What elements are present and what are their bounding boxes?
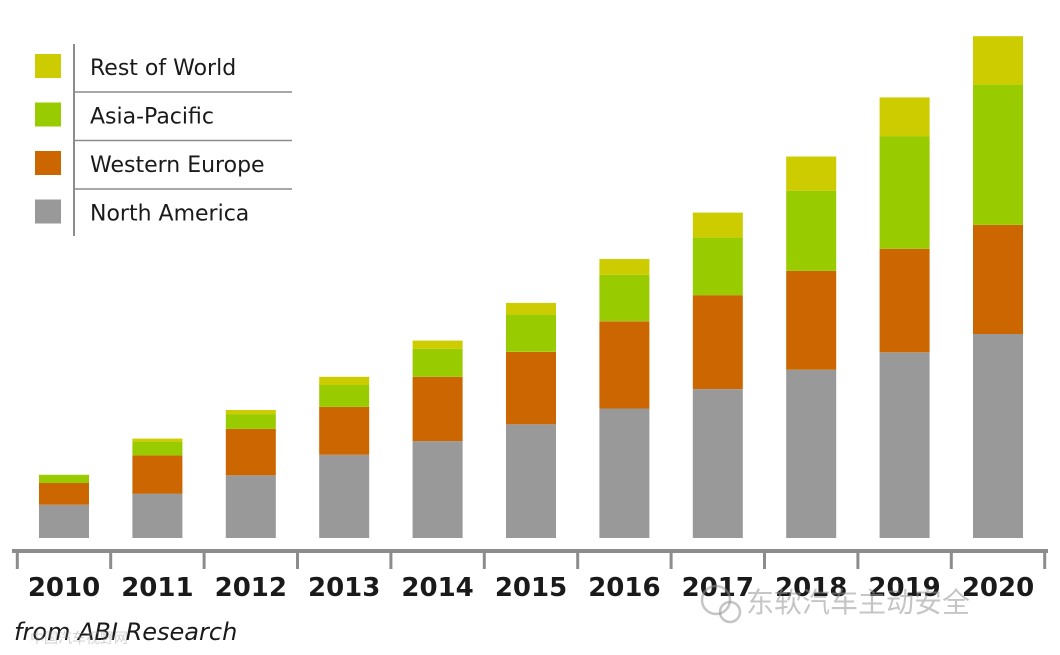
source-note: from ABI Research: [14, 618, 237, 646]
bar-2019-north-america: [879, 352, 930, 538]
bar-2016-rest-of-world: [599, 259, 650, 275]
x-tick-label-2012: 2012: [215, 573, 287, 603]
bar-2020-north-america: [973, 334, 1023, 538]
legend-label-rest-of-world: Rest of World: [90, 56, 236, 81]
legend: Rest of World Asia-Pacific Western Europe N…: [35, 44, 292, 236]
bar-2015-north-america: [506, 424, 556, 538]
bar-2013-asia-pacific: [319, 385, 370, 407]
bar-2012-rest-of-world: [225, 410, 276, 415]
bar-2015-western-europe: [506, 351, 556, 425]
legend-label-asia-pacific: Asia-Pacific: [90, 105, 214, 130]
x-tick-label-2010: 2010: [28, 573, 100, 603]
watermark-small-text: 中国汽车视野网: [30, 630, 128, 647]
bar-2020-rest-of-world: [973, 36, 1023, 85]
bar-2011-rest-of-world: [132, 438, 183, 442]
legend-item-rest-of-world: Rest of World: [35, 54, 292, 93]
watermark-text: 东软汽车主动安全: [746, 586, 970, 619]
bars-layer: [39, 36, 1023, 538]
x-tick-label-2018: 2018: [775, 573, 847, 603]
legend-item-western-europe: Western Europe: [35, 151, 292, 190]
bar-2014-rest-of-world: [412, 340, 463, 349]
watermark: 东软汽车主动安全 中国汽车视野网: [30, 584, 970, 647]
x-axis: 2010 2011 2012 2013 2014 2015 2016 2017 2018 2019…: [12, 549, 1048, 603]
bar-2018-rest-of-world: [786, 156, 837, 191]
bar-2018-asia-pacific: [786, 190, 837, 271]
legend-swatch-north-america: [35, 199, 61, 224]
x-tick-label-2019: 2019: [868, 573, 940, 603]
bar-2019-asia-pacific: [879, 136, 930, 249]
bar-2019-western-europe: [879, 248, 930, 353]
bar-2020-western-europe: [973, 224, 1023, 334]
x-tick-label-2017: 2017: [682, 573, 754, 603]
bar-2016-north-america: [599, 408, 650, 538]
bar-2010-north-america: [39, 504, 89, 538]
bar-2018-western-europe: [786, 270, 837, 370]
wechat-icon: [700, 584, 742, 624]
bar-2017-rest-of-world: [692, 212, 743, 238]
bar-2011-western-europe: [132, 455, 183, 494]
bar-2013-western-europe: [319, 406, 370, 455]
bar-2014-asia-pacific: [412, 348, 463, 377]
bar-2014-north-america: [412, 441, 463, 538]
bar-2016-western-europe: [599, 321, 650, 409]
bar-2012-north-america: [225, 475, 276, 538]
x-tick-label-2014: 2014: [401, 573, 473, 603]
bar-2017-asia-pacific: [692, 237, 743, 296]
legend-swatch-asia-pacific: [35, 102, 61, 127]
bar-2010-western-europe: [39, 482, 89, 505]
legend-item-asia-pacific: Asia-Pacific: [35, 102, 292, 142]
bar-2018-north-america: [786, 369, 837, 538]
bar-2020-asia-pacific: [973, 84, 1023, 225]
bar-2017-north-america: [692, 389, 743, 538]
legend-label-western-europe: Western Europe: [90, 153, 265, 178]
x-tick-label-2011: 2011: [121, 573, 193, 603]
x-tick-label-2020: 2020: [962, 573, 1034, 603]
bar-2014-western-europe: [412, 376, 463, 442]
bar-2015-asia-pacific: [506, 314, 556, 352]
bar-2011-asia-pacific: [132, 441, 183, 456]
x-tick-label-2015: 2015: [495, 573, 567, 603]
bar-2011-north-america: [132, 493, 183, 538]
x-tick-label-2016: 2016: [588, 573, 660, 603]
bar-2015-rest-of-world: [506, 302, 556, 315]
bar-2017-western-europe: [692, 295, 743, 389]
legend-swatch-western-europe: [35, 151, 61, 175]
bar-2013-north-america: [319, 454, 370, 538]
legend-label-north-america: North America: [90, 202, 249, 227]
x-tick-label-2013: 2013: [308, 573, 380, 603]
bar-2010-asia-pacific: [39, 474, 89, 483]
bar-2013-rest-of-world: [319, 376, 370, 385]
bar-2016-asia-pacific: [599, 274, 650, 322]
bar-2012-asia-pacific: [225, 414, 276, 429]
legend-item-north-america: North America: [35, 199, 249, 227]
bar-2019-rest-of-world: [879, 97, 930, 137]
legend-swatch-rest-of-world: [35, 54, 61, 78]
bar-2012-western-europe: [225, 428, 276, 476]
